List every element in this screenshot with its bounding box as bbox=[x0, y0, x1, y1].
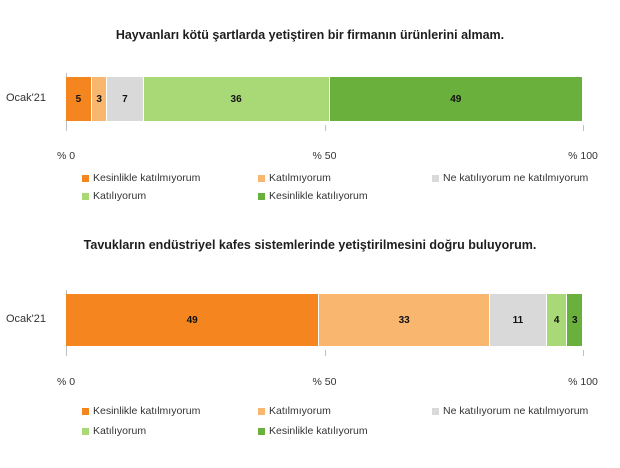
data-label: 3 bbox=[96, 93, 102, 105]
x-tick-label: % 50 bbox=[312, 150, 337, 162]
legend-item: Kesinlikle katılıyorum bbox=[258, 190, 368, 202]
x-tick bbox=[324, 125, 326, 131]
legend-item: Katılıyorum bbox=[82, 190, 146, 202]
data-label: 36 bbox=[230, 93, 242, 105]
legend-swatch bbox=[258, 174, 265, 182]
legend-swatch bbox=[82, 192, 89, 200]
x-tick-label: % 0 bbox=[56, 376, 76, 388]
legend-item: Kesinlikle katılıyorum bbox=[258, 425, 368, 437]
bar-segment: 3 bbox=[91, 77, 108, 121]
legend-label: Katılmıyorum bbox=[269, 405, 331, 417]
legend-label: Kesinlikle katılıyorum bbox=[269, 190, 368, 202]
legend-item: Katılmıyorum bbox=[258, 405, 331, 417]
x-tick bbox=[583, 125, 584, 131]
data-label: 3 bbox=[571, 314, 578, 326]
data-label: 4 bbox=[553, 314, 560, 326]
legend-label: Katılıyorum bbox=[93, 190, 147, 202]
legend-item: Kesinlikle katılmıyorum bbox=[82, 405, 200, 417]
legend-item: Ne katılıyorum ne katılmıyorum bbox=[432, 405, 588, 417]
bar-segment: 11 bbox=[489, 294, 547, 346]
legend-label: Ne katılıyorum ne katılmıyorum bbox=[443, 172, 589, 184]
category-label: Ocak'21 bbox=[6, 92, 47, 104]
x-tick-label: % 0 bbox=[56, 150, 76, 162]
legend-swatch bbox=[258, 192, 265, 200]
legend-label: Katılıyorum bbox=[93, 425, 147, 437]
legend-swatch bbox=[82, 174, 89, 182]
data-label: 49 bbox=[450, 93, 462, 105]
legend-label: Katılmıyorum bbox=[269, 172, 331, 184]
bar-segment: 7 bbox=[107, 77, 144, 121]
legend-swatch bbox=[258, 427, 265, 435]
legend-item: Ne katılıyorum ne katılmıyorum bbox=[432, 172, 588, 184]
x-tick bbox=[583, 350, 584, 356]
data-label: 5 bbox=[75, 93, 82, 105]
legend-swatch bbox=[82, 427, 89, 435]
bar-segment: 36 bbox=[143, 77, 330, 121]
bar-segment: 49 bbox=[329, 77, 583, 121]
category-label: Ocak'21 bbox=[6, 313, 47, 325]
legend-swatch bbox=[432, 407, 439, 415]
bar-segment: 4 bbox=[546, 294, 568, 346]
bar-segment: 49 bbox=[66, 294, 320, 346]
data-label: 7 bbox=[122, 93, 128, 105]
legend-label: Ne katılıyorum ne katılmıyorum bbox=[443, 405, 589, 417]
x-tick-label: % 100 bbox=[568, 150, 598, 162]
legend-swatch bbox=[82, 407, 89, 415]
bar-segment: 33 bbox=[319, 294, 490, 346]
chart-title: Tavukların endüstriyel kafes sistemlerin… bbox=[83, 238, 537, 252]
legend-swatch bbox=[432, 174, 439, 182]
bar-segment: 3 bbox=[567, 294, 583, 346]
x-tick-label: % 100 bbox=[568, 376, 598, 388]
legend-item: Katılmıyorum bbox=[258, 172, 331, 184]
legend-item: Katılıyorum bbox=[82, 425, 146, 437]
x-tick bbox=[324, 350, 326, 356]
data-label: 11 bbox=[512, 314, 524, 326]
bar-segment: 5 bbox=[66, 77, 92, 121]
x-tick-label: % 50 bbox=[312, 376, 337, 388]
x-tick bbox=[66, 125, 67, 131]
x-tick bbox=[66, 350, 67, 356]
data-label: 49 bbox=[186, 314, 198, 326]
legend-label: Kesinlikle katılmıyorum bbox=[93, 172, 201, 184]
data-label: 33 bbox=[398, 314, 410, 326]
legend-label: Kesinlikle katılmıyorum bbox=[93, 405, 201, 417]
legend-label: Kesinlikle katılıyorum bbox=[269, 425, 368, 437]
legend-item: Kesinlikle katılmıyorum bbox=[82, 172, 200, 184]
chart-title: Hayvanları kötü şartlarda yetiştiren bir… bbox=[115, 28, 505, 42]
legend-swatch bbox=[258, 407, 265, 415]
